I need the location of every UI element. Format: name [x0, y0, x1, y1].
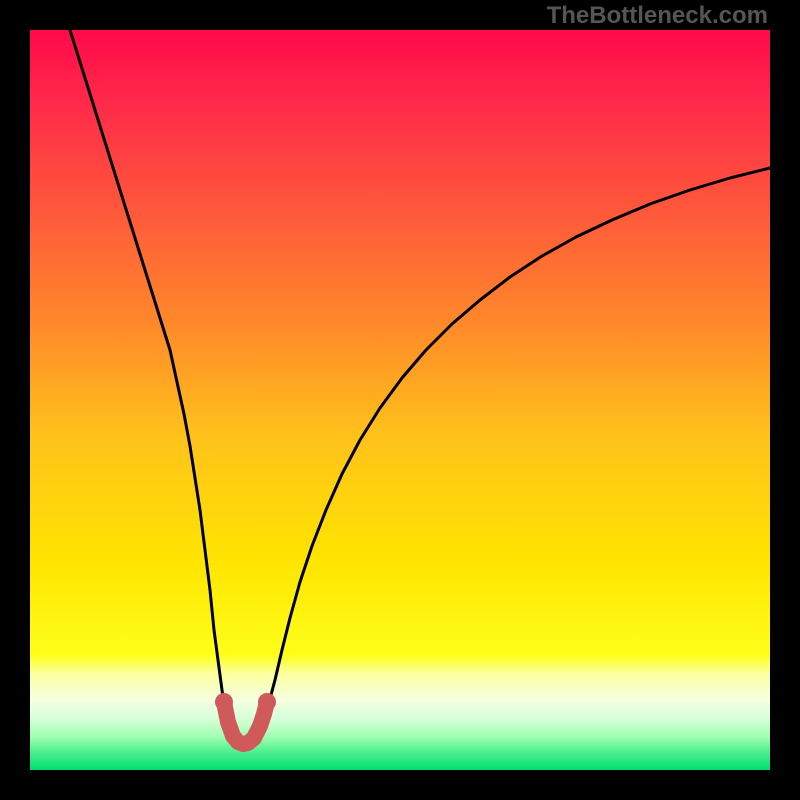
- optimal-range-endpoint-left: [215, 693, 233, 711]
- plot-area: [30, 30, 770, 770]
- chart-frame: TheBottleneck.com: [0, 0, 800, 800]
- watermark-text: TheBottleneck.com: [547, 2, 768, 30]
- optimal-range-endpoint-right: [258, 693, 276, 711]
- bottleneck-curve: [70, 30, 770, 744]
- optimal-range-overlay: [224, 702, 267, 744]
- chart-svg: [30, 30, 770, 770]
